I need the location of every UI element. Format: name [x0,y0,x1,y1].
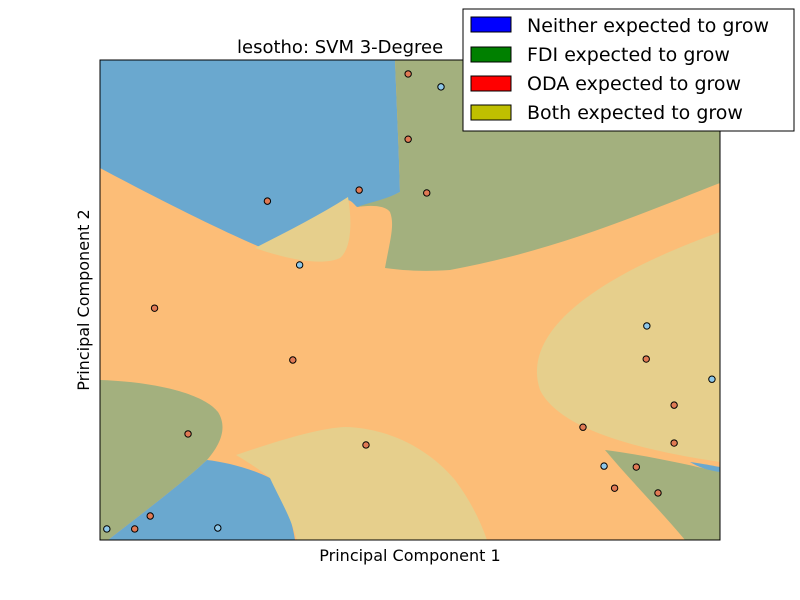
data-point-2 [437,83,445,91]
data-point-22 [146,512,154,520]
y-axis-label: Principal Component 2 [74,209,93,390]
data-point-17 [362,441,370,449]
chart-title: lesotho: SVM 3-Degree [237,37,443,58]
legend-swatch-both [470,104,512,121]
legend-swatch-neither [470,16,512,33]
data-point-5 [423,189,431,197]
legend-frame [462,8,795,132]
data-point-8 [150,304,159,312]
data-point-16 [184,430,192,438]
region-neither-bottom-left [108,460,295,540]
legend-label-both: Both expected to grow [527,102,743,124]
region-fdi-bottom-right [605,450,720,540]
data-point-21 [654,489,662,497]
data-point-10 [643,322,651,330]
data-point-23 [103,525,111,533]
x-axis-label: Principal Component 1 [319,546,500,565]
plot-area [100,60,720,540]
data-point-3 [404,135,412,143]
legend-swatch-fdi [470,46,512,63]
legend-label-neither: Neither expected to grow [527,15,769,37]
data-point-19 [632,463,640,471]
region-neither-top-left [100,60,400,247]
plot-frame [99,59,721,541]
region-fdi-left [100,380,223,540]
legend: Neither expected to grow FDI expected to… [462,8,795,132]
data-point-20 [610,484,619,492]
data-point-24 [131,525,139,533]
legend-swatch-oda [470,75,512,92]
data-point-6 [263,197,272,205]
data-point-7 [295,261,304,269]
data-point-9 [289,356,297,364]
region-both-bottom-center [236,427,487,540]
data-point-11 [642,355,650,363]
scatter-points [103,70,716,533]
region-neither-bottom-right [690,462,720,472]
data-point-12 [708,375,716,383]
data-point-4 [355,186,363,194]
data-point-18 [600,462,608,470]
data-point-1 [404,70,412,78]
data-point-15 [670,439,678,447]
legend-label-fdi: FDI expected to grow [527,44,730,66]
data-point-14 [579,423,587,431]
region-both-top-center [255,197,351,262]
data-point-25 [214,524,222,532]
legend-label-oda: ODA expected to grow [527,73,741,95]
data-point-13 [670,401,678,409]
